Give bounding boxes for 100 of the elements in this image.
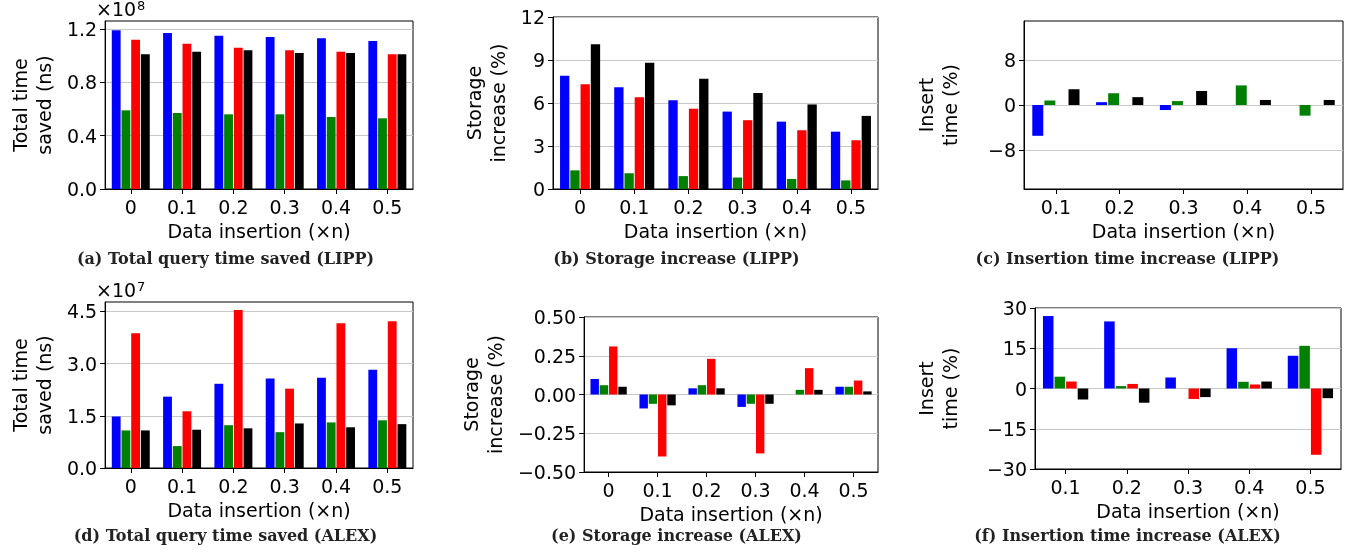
text: (d) Total query time saved (ALEX) <box>73 525 378 545</box>
bar <box>716 388 725 395</box>
x-tick-label: 0.4 <box>1232 195 1263 218</box>
bar <box>560 75 570 189</box>
text: (a) Total query time saved (LIPP) <box>76 248 375 268</box>
bar <box>732 177 743 189</box>
bar <box>658 394 667 457</box>
y-tick-label: −30 <box>986 458 1027 480</box>
x-tick-label: 0.5 <box>372 195 403 218</box>
bar <box>678 176 688 189</box>
bar <box>182 43 192 189</box>
bar <box>336 323 346 468</box>
bar <box>131 39 141 189</box>
bar <box>570 170 580 189</box>
x-tick-label: 0 <box>124 474 137 497</box>
bar <box>131 333 141 468</box>
y-tick-label: 0.8 <box>66 71 98 94</box>
x-tick-label: 0.3 <box>1168 195 1199 218</box>
bar <box>275 432 285 468</box>
x-tick-label: 0.4 <box>781 195 812 218</box>
text: (b) Storage increase (LIPP) <box>553 248 800 268</box>
bar <box>172 446 182 468</box>
bar <box>1108 93 1120 105</box>
y-tick-label: 1.5 <box>66 404 98 427</box>
bar <box>368 41 378 189</box>
bar <box>688 388 697 395</box>
bar <box>743 120 753 189</box>
bar <box>1077 388 1089 400</box>
x-tick-label: 0.1 <box>1050 475 1081 498</box>
bar <box>814 389 823 395</box>
bar <box>1054 376 1066 389</box>
text: (f) Insertion time increase (ALEX) <box>974 525 1281 545</box>
y-tick-label: 0 <box>532 178 545 200</box>
y-axis-title: Insert time (%) <box>915 347 961 430</box>
bar <box>326 117 336 189</box>
bar <box>1235 85 1247 105</box>
y-tick-label: 0.00 <box>533 383 577 406</box>
bar <box>172 113 182 189</box>
x-tick-label: 0.2 <box>218 195 249 218</box>
bar <box>835 386 844 395</box>
y-tick-label: −0.25 <box>517 422 577 445</box>
bar <box>121 110 131 189</box>
y-axis-title: Insert time (%) <box>915 64 961 146</box>
bar <box>786 178 797 189</box>
bar <box>1115 386 1127 389</box>
bar <box>667 394 676 406</box>
bar <box>648 394 658 404</box>
x-tick-label: 0.5 <box>835 195 867 218</box>
bar <box>1159 105 1171 111</box>
bar <box>317 377 326 468</box>
bar <box>265 378 275 468</box>
bar <box>688 108 699 189</box>
x-tick-label: 0.1 <box>166 195 198 218</box>
x-tick-label: 0.3 <box>269 474 300 497</box>
bar <box>285 50 294 189</box>
bar <box>368 369 378 468</box>
x-tick-label: 0.1 <box>642 478 673 501</box>
bar <box>737 394 746 407</box>
bar <box>844 386 854 395</box>
y-tick-label: 0.4 <box>66 124 98 147</box>
bar <box>1259 99 1271 105</box>
bar <box>1127 383 1138 389</box>
x-axis-title: Data insertion (×n) <box>167 498 351 521</box>
x-tick-label: 0.5 <box>372 474 403 497</box>
bar <box>830 131 841 189</box>
bar <box>265 37 275 189</box>
bar <box>387 54 397 189</box>
bar <box>624 173 634 189</box>
x-axis-title: Data insertion (×n) <box>639 502 823 525</box>
y-tick-label: 3.0 <box>66 352 98 375</box>
x-tick-label: 0.2 <box>1104 195 1135 218</box>
bar <box>1299 105 1311 116</box>
bar <box>163 396 172 468</box>
y-tick-label: 9 <box>532 49 545 71</box>
bar <box>1066 381 1077 389</box>
x-tick-label: 0.2 <box>673 195 704 218</box>
bar <box>1310 388 1322 455</box>
bar <box>1287 355 1299 389</box>
y-axis-title: Storage increase (%) <box>460 334 506 455</box>
bar <box>378 118 387 189</box>
y-tick-label: 12 <box>520 6 545 28</box>
bar <box>233 47 243 189</box>
x-tick-label: 0.3 <box>740 478 771 501</box>
bar <box>121 430 131 468</box>
bar <box>1044 100 1056 105</box>
bar <box>1196 91 1208 105</box>
bar <box>163 33 172 189</box>
bar <box>722 111 732 189</box>
y-tick-label: −0.50 <box>517 461 577 483</box>
bar <box>1171 101 1183 105</box>
bar <box>863 391 872 395</box>
bar <box>1261 381 1272 389</box>
bar <box>697 385 707 395</box>
bar <box>378 420 387 468</box>
bar <box>746 394 756 404</box>
y-tick-label: 0.50 <box>533 306 577 328</box>
y-tick-label: 30 <box>1002 297 1027 319</box>
x-tick-label: 0.3 <box>1172 475 1204 498</box>
bar <box>668 100 678 189</box>
bar <box>1042 316 1054 389</box>
